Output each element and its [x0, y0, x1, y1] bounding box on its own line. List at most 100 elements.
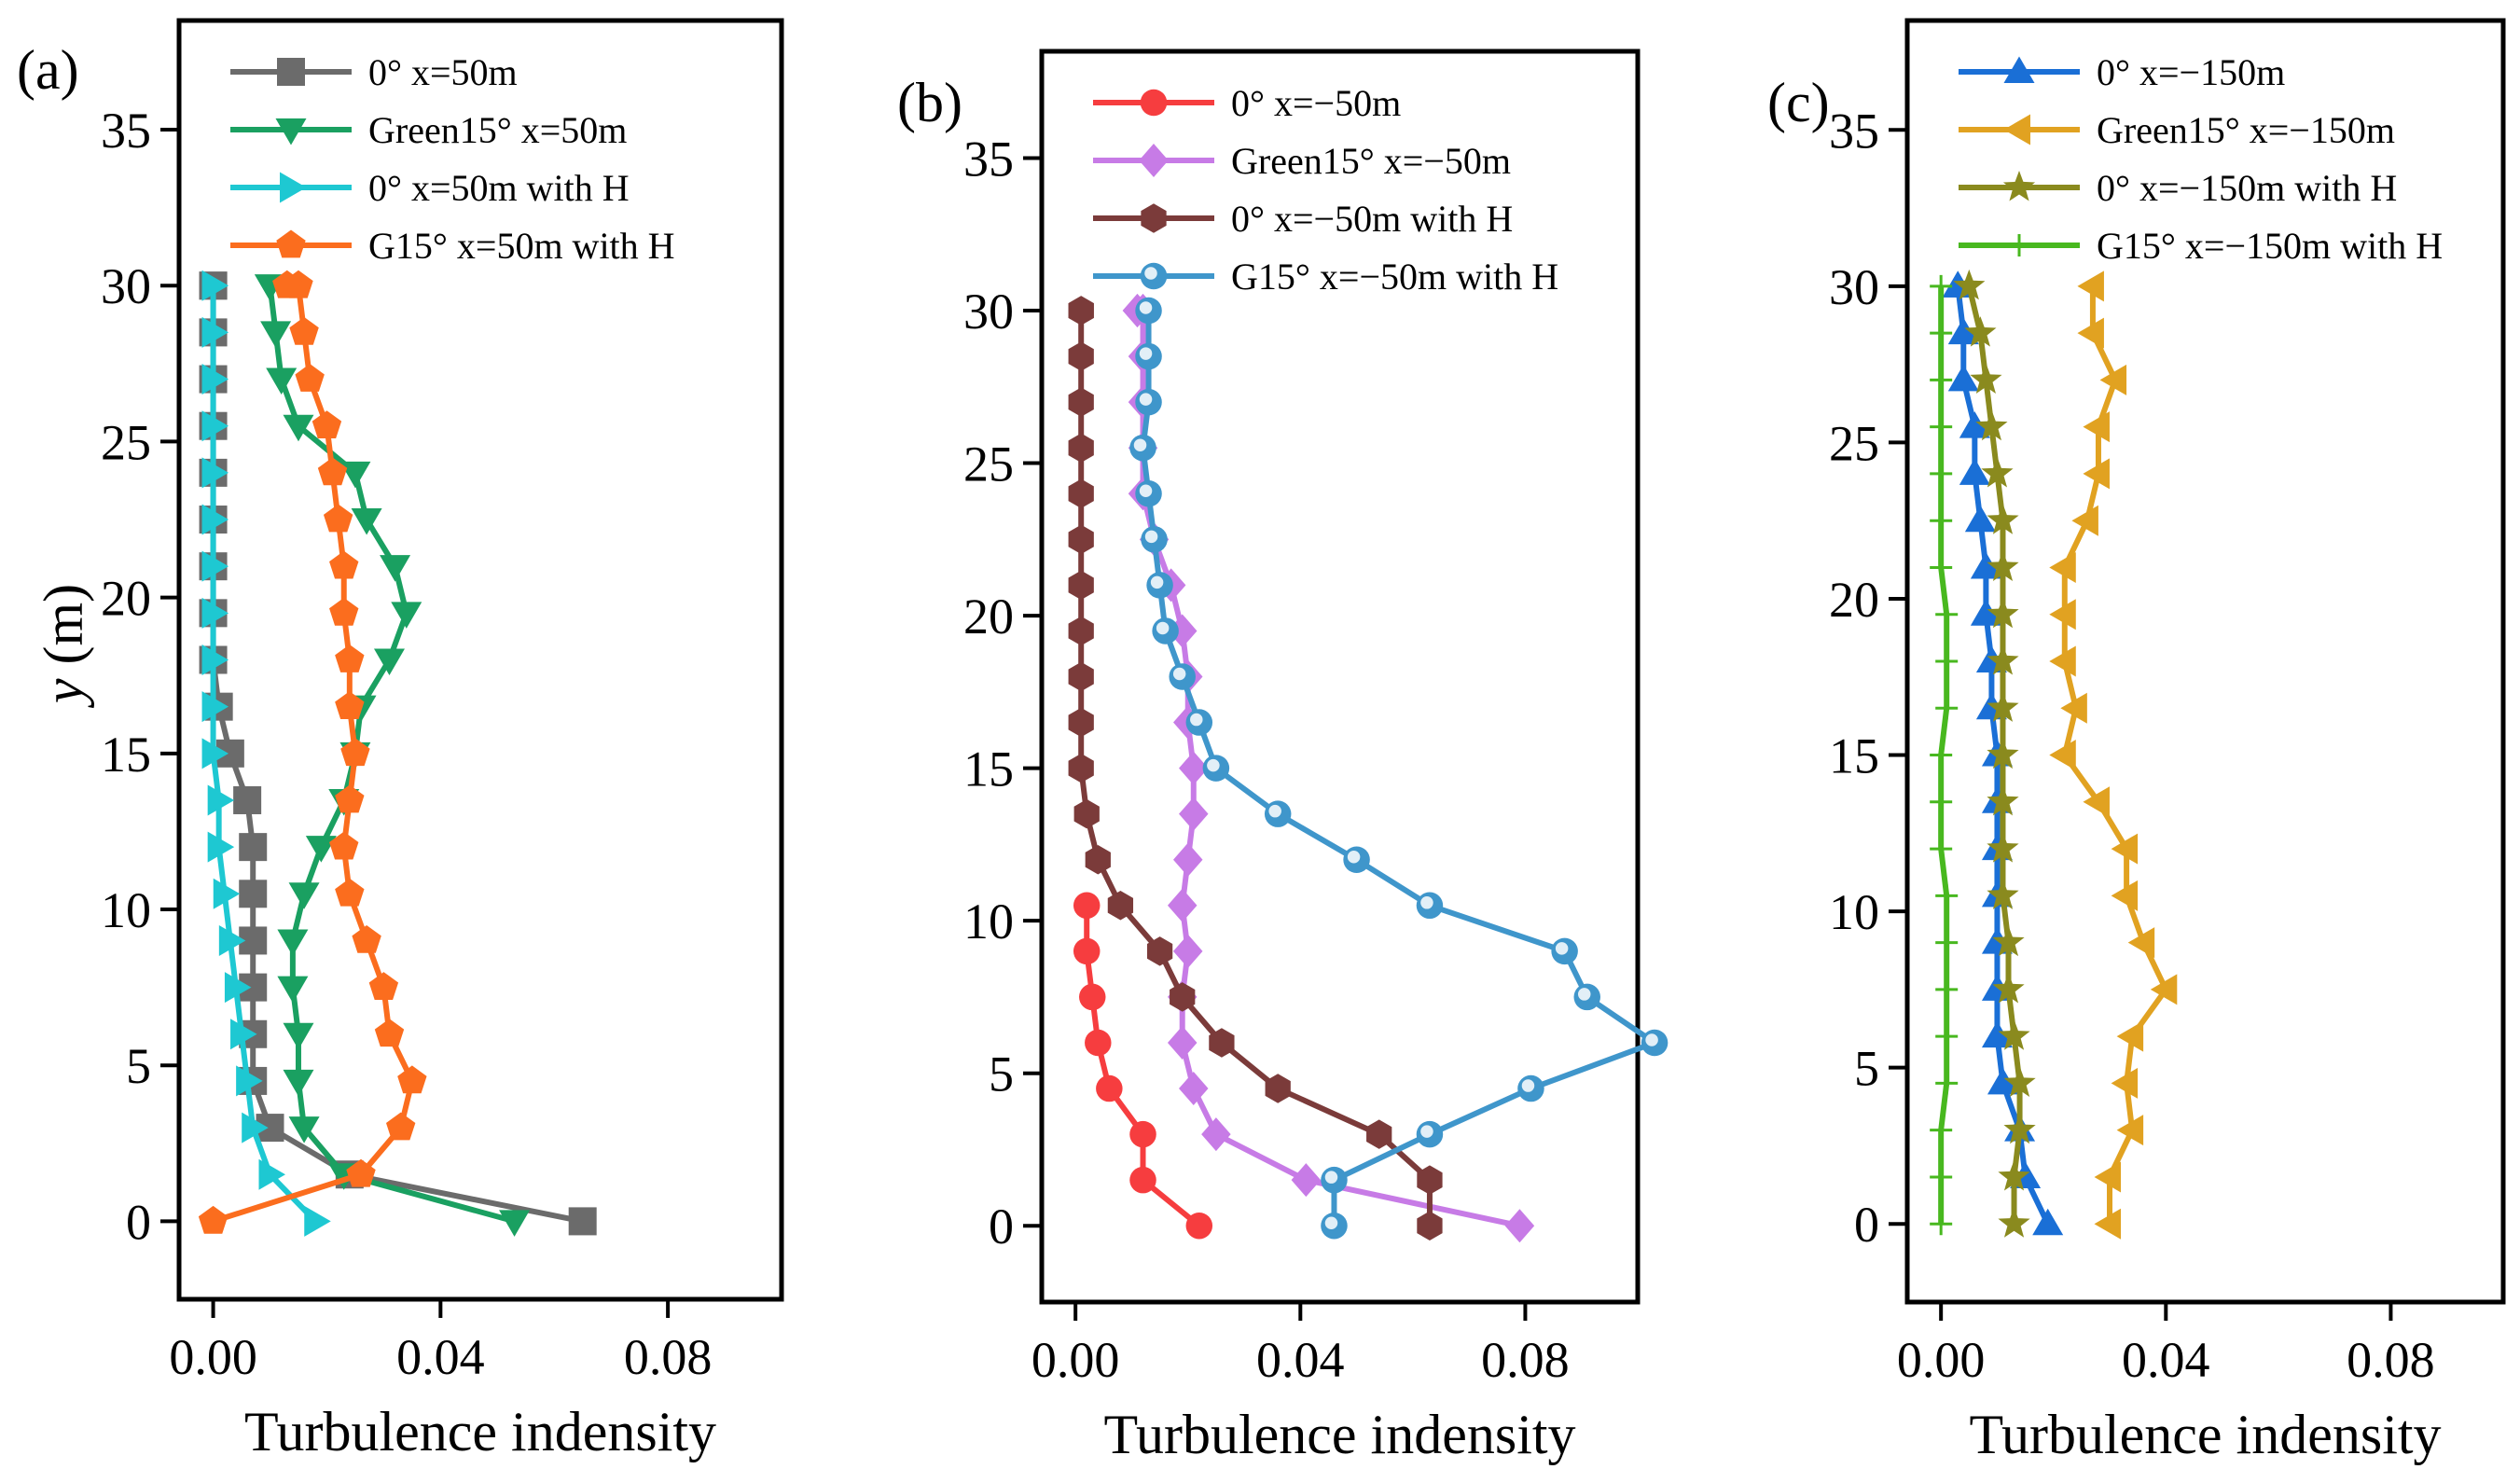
data-point-highlight	[1139, 347, 1153, 360]
data-point	[224, 972, 252, 1004]
data-point	[2150, 974, 2178, 1005]
data-point	[1167, 1025, 1198, 1060]
data-point	[1987, 1067, 2018, 1095]
data-point	[239, 880, 268, 908]
x-tick-label: 0.04	[2122, 1332, 2210, 1388]
data-point	[335, 878, 365, 907]
legend-marker-highlight	[1144, 267, 1157, 280]
panel-label: (b)	[897, 72, 962, 133]
legend-marker	[2008, 234, 2030, 256]
data-point	[2049, 551, 2076, 583]
data-point	[201, 316, 229, 348]
data-point	[213, 878, 241, 909]
y-tick-label: 10	[963, 894, 1014, 949]
series-1	[2049, 270, 2178, 1240]
data-point	[1068, 296, 1094, 326]
data-point-highlight	[1645, 1033, 1658, 1046]
data-point	[1172, 934, 1203, 968]
legend-marker	[277, 58, 305, 86]
y-axis-title: y (m)	[33, 584, 94, 709]
legend-label: 0° x=−150m with H	[2097, 167, 2397, 209]
legend-label: G15° x=−50m with H	[1231, 256, 1558, 298]
panel-label: (a)	[17, 39, 79, 101]
data-point	[277, 929, 309, 956]
legend-label: G15° x=−150m with H	[2097, 225, 2443, 267]
legend-marker	[1140, 89, 1168, 117]
data-point	[391, 602, 422, 629]
data-point	[1998, 1019, 2030, 1050]
data-point	[2111, 880, 2139, 911]
data-point-highlight	[1139, 393, 1153, 406]
data-point	[2094, 1208, 2122, 1240]
data-point	[283, 414, 314, 442]
data-point	[1987, 691, 2019, 722]
data-point	[239, 833, 268, 862]
data-point	[1073, 937, 1101, 965]
data-point	[201, 644, 229, 675]
data-point	[1987, 597, 2019, 629]
data-point	[2083, 458, 2110, 490]
data-point	[2049, 599, 2076, 631]
data-point	[2116, 1115, 2144, 1146]
data-point	[1172, 842, 1203, 877]
x-axis-title: Turbulence indensity	[1103, 1404, 1575, 1465]
data-point	[339, 461, 371, 489]
data-point	[198, 1205, 228, 1234]
data-point	[2077, 270, 2104, 302]
data-point	[2071, 505, 2098, 536]
y-tick-label: 20	[1829, 572, 1879, 628]
data-point	[2083, 411, 2110, 443]
x-tick-label: 0.08	[624, 1329, 713, 1385]
data-point	[1129, 1120, 1156, 1148]
data-point	[1935, 697, 1959, 720]
data-point-highlight	[1150, 575, 1164, 589]
data-point	[1179, 1072, 1209, 1106]
data-point	[335, 784, 365, 813]
y-tick-label: 0	[989, 1199, 1014, 1254]
data-point-highlight	[1172, 667, 1186, 681]
plot-frame	[176, 18, 784, 1302]
data-point	[2077, 317, 2104, 349]
data-point	[1998, 1207, 2030, 1238]
data-point	[2003, 1066, 2036, 1097]
data-point	[1179, 751, 1209, 785]
data-point	[1068, 478, 1094, 509]
data-point	[2083, 786, 2110, 818]
plot-frame	[1904, 18, 2506, 1305]
series-1	[1122, 294, 1535, 1243]
data-point	[1935, 603, 1959, 626]
series-line	[212, 283, 415, 1225]
data-point	[1201, 1117, 1231, 1152]
data-point-highlight	[1420, 1125, 1433, 1138]
data-point-highlight	[1139, 301, 1153, 314]
data-point	[1265, 1074, 1291, 1103]
data-point	[201, 691, 229, 723]
x-axis-title: Turbulence indensity	[244, 1401, 716, 1462]
data-point	[1146, 936, 1173, 966]
legend: 0° x=50m Green15° x=50m 0° x=50m with H G15…	[230, 51, 675, 267]
legend-label: 0° x=50m with H	[368, 167, 630, 209]
data-point	[1987, 784, 2019, 816]
data-point-highlight	[1521, 1079, 1535, 1092]
data-point	[1085, 844, 1111, 875]
data-point	[329, 831, 359, 860]
data-point-highlight	[1324, 1171, 1338, 1184]
data-point	[568, 1207, 597, 1236]
data-point	[201, 457, 229, 489]
data-point	[1930, 274, 1953, 298]
x-tick-label: 0.00	[1032, 1332, 1120, 1388]
data-point	[1959, 411, 1990, 438]
data-point-highlight	[1207, 758, 1220, 772]
data-point-highlight	[1139, 484, 1153, 498]
data-point	[283, 1022, 314, 1050]
data-point	[1947, 364, 1979, 392]
legend-label: G15° x=50m with H	[368, 225, 675, 267]
data-point	[1068, 524, 1094, 555]
data-point	[1975, 409, 2008, 441]
data-point	[1068, 661, 1094, 692]
data-point	[1085, 1029, 1112, 1057]
data-point	[201, 597, 229, 629]
data-point	[1291, 1163, 1322, 1198]
data-point	[1964, 505, 1996, 533]
y-tick-label: 5	[1854, 1041, 1879, 1097]
